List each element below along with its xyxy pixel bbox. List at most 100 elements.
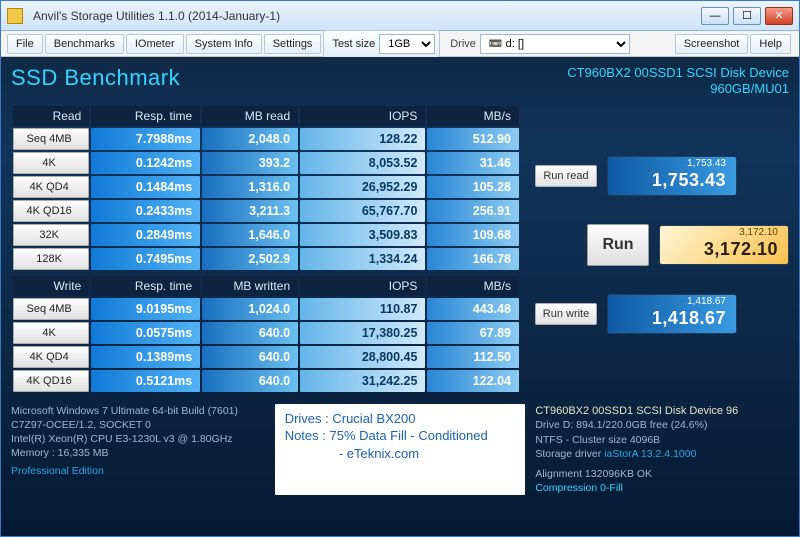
menu-iometer[interactable]: IOmeter (126, 34, 184, 54)
read-rt: 0.2849ms (91, 224, 200, 246)
write-hdr-row: Write (13, 276, 89, 296)
test-size-group: Test size 1GB (323, 30, 440, 58)
drive-free: Drive D: 894.1/220.0GB free (24.6%) (535, 418, 789, 432)
table-row: Seq 4MB9.0195ms1,024.0110.87443.48 (13, 298, 519, 320)
read-hdr-iops: IOPS (300, 106, 425, 126)
write-row-label[interactable]: Seq 4MB (13, 298, 89, 320)
read-score: 1,753.43 1,753.43 (607, 156, 737, 196)
write-score-sm: 1,418.67 (616, 297, 726, 307)
write-score: 1,418.67 1,418.67 (607, 294, 737, 334)
page-title: SSD Benchmark (11, 65, 180, 91)
read-row-label[interactable]: 32K (13, 224, 89, 246)
notes-l2: Notes : 75% Data Fill - Conditioned (285, 427, 516, 445)
write-iops: 31,242.25 (300, 370, 425, 392)
sys-os: Microsoft Windows 7 Ultimate 64-bit Buil… (11, 404, 265, 418)
write-mb: 640.0 (202, 322, 298, 344)
device-info: CT960BX2 00SSD1 SCSI Disk Device 960GB/M… (567, 65, 789, 98)
write-mbs: 67.89 (427, 322, 519, 344)
window-title: Anvil's Storage Utilities 1.1.0 (2014-Ja… (29, 9, 701, 23)
write-row-label[interactable]: 4K QD16 (13, 370, 89, 392)
read-iops: 128.22 (300, 128, 425, 150)
drive-fs: NTFS - Cluster size 4096B (535, 433, 789, 447)
read-score-bg: 1,753.43 (616, 169, 726, 192)
drive-info: CT960BX2 00SSD1 SCSI Disk Device 96 Driv… (535, 404, 789, 496)
read-hdr-row: Read (13, 106, 89, 126)
table-row: 4K QD160.2433ms3,211.365,767.70256.91 (13, 200, 519, 222)
drive-select[interactable]: 📼 d: [] (480, 34, 630, 54)
write-mb: 640.0 (202, 370, 298, 392)
read-hdr-mb: MB read (202, 106, 298, 126)
menu-system-info[interactable]: System Info (186, 34, 262, 54)
write-row-label[interactable]: 4K QD4 (13, 346, 89, 368)
sys-cpu: Intel(R) Xeon(R) CPU E3-1230L v3 @ 1.80G… (11, 432, 265, 446)
maximize-button[interactable]: ☐ (733, 7, 761, 25)
device-line1: CT960BX2 00SSD1 SCSI Disk Device (567, 65, 789, 81)
minimize-button[interactable]: — (701, 7, 729, 25)
write-hdr-mbs: MB/s (427, 276, 519, 296)
write-iops: 110.87 (300, 298, 425, 320)
total-score-bg: 3,172.10 (668, 238, 778, 261)
run-button[interactable]: Run (587, 224, 649, 266)
read-mb: 393.2 (202, 152, 298, 174)
table-row: 32K0.2849ms1,646.03,509.83109.68 (13, 224, 519, 246)
write-score-bg: 1,418.67 (616, 307, 726, 330)
write-hdr-rt: Resp. time (91, 276, 200, 296)
total-score: 3,172.10 3,172.10 (659, 225, 789, 265)
test-size-select[interactable]: 1GB (379, 34, 435, 54)
notes-l1: Drives : Crucial BX200 (285, 410, 516, 428)
write-mbs: 443.48 (427, 298, 519, 320)
run-write-button[interactable]: Run write (535, 303, 597, 325)
notes-l3: - eTeknix.com (285, 445, 516, 463)
drive-driver-version: iaStorA 13.2.4.1000 (604, 448, 696, 460)
compression-link[interactable]: Compression 0-Fill (535, 481, 789, 495)
drive-header: CT960BX2 00SSD1 SCSI Disk Device 96 (535, 404, 789, 419)
system-info: Microsoft Windows 7 Ultimate 64-bit Buil… (11, 404, 265, 496)
edition-label: Professional Edition (11, 464, 265, 478)
menu-settings[interactable]: Settings (264, 34, 322, 54)
read-score-sm: 1,753.43 (616, 159, 726, 169)
write-rt: 9.0195ms (91, 298, 200, 320)
app-icon (7, 8, 23, 24)
read-row-label[interactable]: 4K QD16 (13, 200, 89, 222)
footer: Microsoft Windows 7 Ultimate 64-bit Buil… (11, 404, 789, 496)
write-row-label[interactable]: 4K (13, 322, 89, 344)
table-row: 4K QD40.1484ms1,316.026,952.29105.28 (13, 176, 519, 198)
read-rt: 0.2433ms (91, 200, 200, 222)
table-row: 128K0.7495ms2,502.91,334.24166.78 (13, 248, 519, 270)
test-size-label: Test size (332, 38, 375, 50)
write-mb: 1,024.0 (202, 298, 298, 320)
menu-screenshot[interactable]: Screenshot (675, 34, 749, 54)
read-rt: 0.7495ms (91, 248, 200, 270)
menubar: File Benchmarks IOmeter System Info Sett… (1, 31, 799, 57)
menu-help[interactable]: Help (750, 34, 791, 54)
read-row-label[interactable]: Seq 4MB (13, 128, 89, 150)
write-table: Write Resp. time MB written IOPS MB/s Se… (11, 274, 521, 394)
read-hdr-mbs: MB/s (427, 106, 519, 126)
read-iops: 26,952.29 (300, 176, 425, 198)
write-mbs: 122.04 (427, 370, 519, 392)
titlebar: Anvil's Storage Utilities 1.1.0 (2014-Ja… (1, 1, 799, 31)
menu-benchmarks[interactable]: Benchmarks (45, 34, 124, 54)
read-row-label[interactable]: 4K (13, 152, 89, 174)
write-rt: 0.5121ms (91, 370, 200, 392)
close-button[interactable]: ✕ (765, 7, 793, 25)
write-iops: 17,380.25 (300, 322, 425, 344)
menu-file[interactable]: File (7, 34, 43, 54)
read-table: Read Resp. time MB read IOPS MB/s Seq 4M… (11, 104, 521, 272)
run-read-button[interactable]: Run read (535, 165, 597, 187)
table-row: 4K0.0575ms640.017,380.2567.89 (13, 322, 519, 344)
read-mbs: 31.46 (427, 152, 519, 174)
read-rt: 7.7988ms (91, 128, 200, 150)
read-mb: 2,048.0 (202, 128, 298, 150)
read-row-label[interactable]: 128K (13, 248, 89, 270)
write-rt: 0.1389ms (91, 346, 200, 368)
read-mb: 2,502.9 (202, 248, 298, 270)
read-rt: 0.1484ms (91, 176, 200, 198)
write-mb: 640.0 (202, 346, 298, 368)
read-mbs: 166.78 (427, 248, 519, 270)
drive-alignment: Alignment 132096KB OK (535, 467, 789, 481)
total-score-sm: 3,172.10 (668, 228, 778, 238)
write-hdr-mb: MB written (202, 276, 298, 296)
read-mb: 1,646.0 (202, 224, 298, 246)
read-row-label[interactable]: 4K QD4 (13, 176, 89, 198)
